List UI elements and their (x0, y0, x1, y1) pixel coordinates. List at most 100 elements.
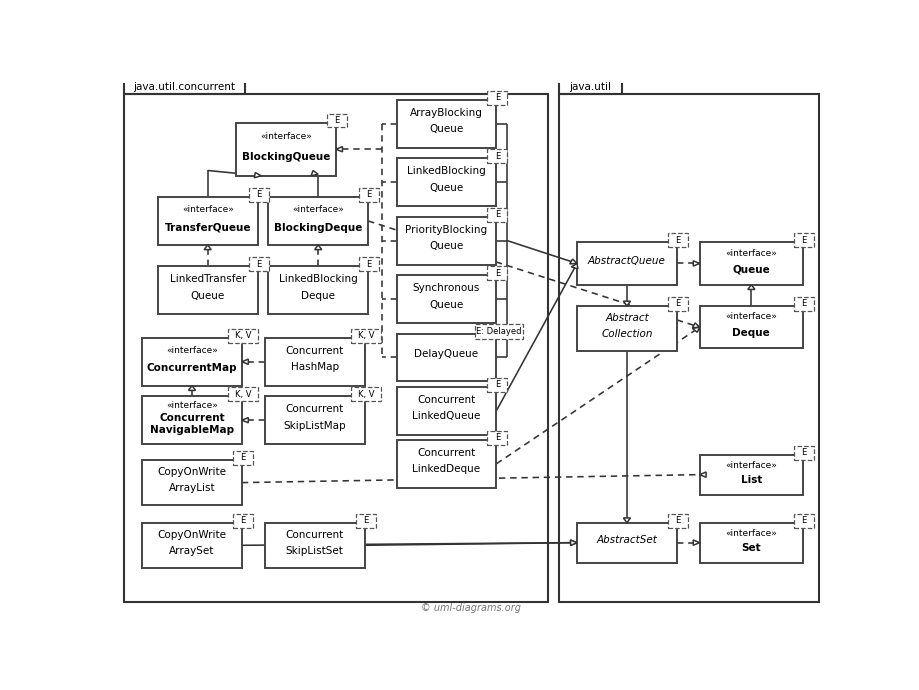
Bar (698, 523, 802, 562)
Bar (228, 329, 258, 343)
Text: E: E (675, 299, 680, 308)
Bar (142, 396, 242, 444)
Text: BlockingQueue: BlockingQueue (242, 152, 330, 161)
Bar (265, 338, 364, 386)
Text: «interface»: «interface» (724, 313, 777, 322)
Text: E: E (800, 235, 806, 245)
Bar (698, 242, 802, 285)
Bar (158, 197, 257, 245)
Bar (793, 514, 813, 528)
Text: TransferQueue: TransferQueue (165, 223, 251, 233)
Bar (248, 257, 268, 271)
Text: Concurrent: Concurrent (285, 404, 344, 414)
Bar (487, 91, 507, 105)
Bar (358, 257, 379, 271)
Text: Abstract: Abstract (605, 313, 648, 323)
Polygon shape (254, 172, 261, 178)
Text: Concurrent: Concurrent (159, 413, 224, 423)
Bar (351, 387, 380, 401)
Text: «interface»: «interface» (724, 529, 777, 538)
Bar (396, 275, 496, 323)
Text: Concurrent: Concurrent (285, 530, 344, 540)
Polygon shape (242, 417, 248, 423)
Bar (268, 266, 368, 314)
Text: ConcurrentMap: ConcurrentMap (146, 364, 237, 373)
Polygon shape (570, 540, 576, 545)
Bar (236, 123, 335, 176)
Bar (355, 514, 375, 528)
Bar (396, 217, 496, 264)
Bar (698, 306, 802, 348)
Text: E: E (366, 190, 371, 199)
Text: NavigableMap: NavigableMap (150, 426, 233, 435)
Text: Deque: Deque (301, 290, 335, 301)
Text: «interface»: «interface» (724, 248, 777, 258)
Polygon shape (692, 327, 698, 333)
Bar (233, 451, 253, 465)
Text: E: E (494, 210, 500, 219)
Text: CopyOnWrite: CopyOnWrite (157, 530, 226, 540)
Text: DelayQueue: DelayQueue (414, 350, 478, 359)
Text: E: Delayed: E: Delayed (476, 327, 521, 336)
Text: LinkedBlocking: LinkedBlocking (278, 274, 357, 284)
Text: LinkedQueue: LinkedQueue (412, 411, 481, 421)
Text: E: E (240, 453, 245, 462)
Bar (142, 523, 242, 568)
Bar (559, 95, 819, 602)
Bar (142, 338, 242, 386)
Text: E: E (800, 448, 806, 457)
Text: K, V: K, V (357, 390, 374, 399)
Bar (396, 100, 496, 148)
Polygon shape (698, 472, 705, 477)
Polygon shape (692, 323, 698, 328)
Text: ArrayBlocking: ArrayBlocking (410, 108, 482, 118)
Text: E: E (800, 516, 806, 525)
Bar (487, 208, 507, 221)
Text: LinkedDeque: LinkedDeque (412, 464, 480, 474)
Text: SkipListSet: SkipListSet (286, 546, 343, 555)
Polygon shape (188, 386, 196, 391)
Text: E: E (494, 433, 500, 442)
Bar (576, 242, 676, 285)
Text: E: E (494, 152, 500, 161)
Text: java.util.concurrent: java.util.concurrent (133, 82, 235, 92)
Text: Deque: Deque (732, 328, 769, 338)
Text: «interface»: «interface» (292, 205, 344, 214)
Text: Queue: Queue (429, 299, 463, 310)
Text: «interface»: «interface» (260, 132, 312, 141)
Bar (487, 431, 507, 444)
Text: List: List (740, 475, 761, 485)
Polygon shape (747, 285, 754, 290)
Polygon shape (311, 170, 318, 176)
Polygon shape (623, 518, 630, 523)
Text: K, V: K, V (357, 331, 374, 340)
Text: K, V: K, V (235, 331, 252, 340)
Bar (396, 386, 496, 435)
Text: Queue: Queue (429, 241, 463, 251)
Text: BlockingDeque: BlockingDeque (274, 223, 362, 233)
Polygon shape (314, 245, 322, 250)
Bar (123, 95, 547, 602)
Bar (396, 158, 496, 206)
Bar (396, 333, 496, 382)
Text: java.util: java.util (569, 82, 611, 92)
Bar (228, 387, 258, 401)
Text: © uml-diagrams.org: © uml-diagrams.org (421, 603, 521, 613)
Bar (265, 396, 364, 444)
Bar (233, 514, 253, 528)
Text: Set: Set (741, 543, 760, 553)
Text: «interface»: «interface» (724, 460, 777, 470)
Text: Queue: Queue (429, 183, 463, 193)
Bar (793, 297, 813, 310)
Text: HashMap: HashMap (290, 362, 338, 372)
Bar (667, 233, 687, 247)
Polygon shape (204, 245, 211, 250)
Bar (158, 266, 257, 314)
Bar (123, 79, 244, 95)
Bar (698, 455, 802, 495)
Bar (793, 446, 813, 460)
Text: «interface»: «interface» (182, 205, 233, 214)
Text: E: E (494, 268, 500, 277)
Bar (351, 329, 380, 343)
Text: ArraySet: ArraySet (169, 546, 214, 555)
